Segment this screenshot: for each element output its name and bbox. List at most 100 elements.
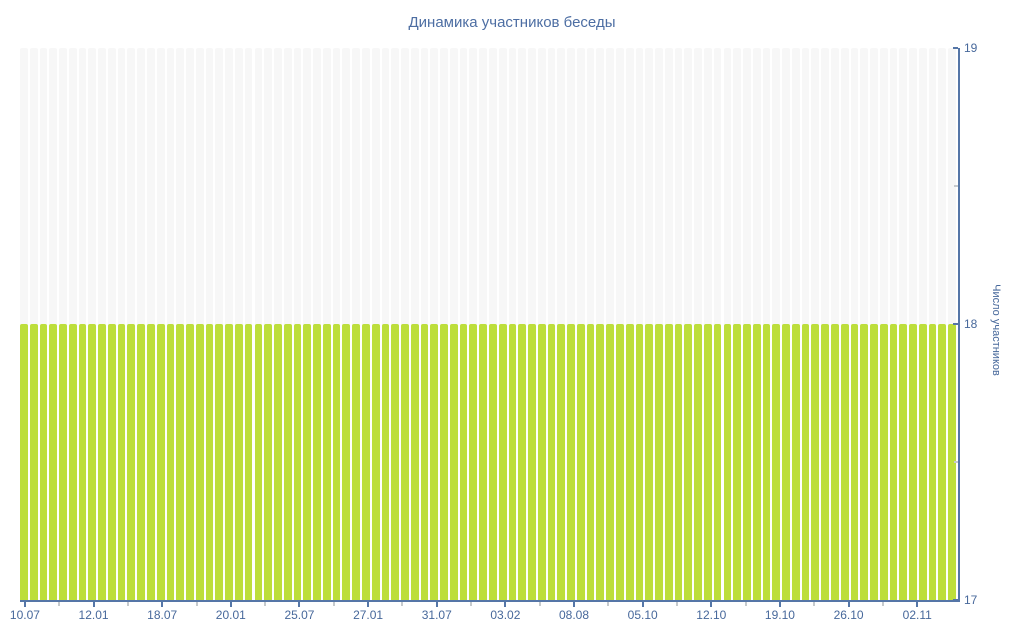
bar — [596, 324, 605, 600]
bar-slot — [342, 48, 351, 600]
bar — [948, 324, 956, 600]
y-axis-minor-tick — [954, 461, 958, 463]
bar-slot — [918, 48, 927, 600]
x-axis-minor-tick — [264, 602, 267, 606]
bar — [508, 324, 517, 600]
bar-slot — [68, 48, 77, 600]
bar — [918, 324, 927, 600]
bar — [303, 324, 312, 600]
x-axis-minor-tick — [332, 602, 335, 606]
bar-slot — [801, 48, 810, 600]
bar — [606, 324, 615, 600]
bar — [830, 324, 839, 600]
bar-slot — [821, 48, 829, 600]
bar — [870, 324, 878, 600]
bar — [576, 324, 585, 600]
bar — [88, 324, 97, 600]
bar-slot — [215, 48, 224, 600]
bar — [528, 324, 536, 600]
y-axis-tick-label: 17 — [964, 593, 978, 607]
bar-slot — [586, 48, 595, 600]
bar — [752, 324, 761, 600]
bar-slot — [293, 48, 302, 600]
x-axis-minor-tick — [401, 602, 404, 606]
x-axis-tick — [916, 602, 919, 607]
bar-slot — [655, 48, 663, 600]
bar — [166, 324, 175, 600]
bar-slot — [860, 48, 869, 600]
bar-slot — [225, 48, 233, 600]
bar-slot — [645, 48, 654, 600]
bar-slot — [528, 48, 536, 600]
bar-slot — [889, 48, 898, 600]
bar — [547, 324, 556, 600]
bar — [410, 324, 419, 600]
bar — [684, 324, 693, 600]
x-axis-minor-tick — [195, 602, 198, 606]
bar — [664, 324, 673, 600]
bar — [557, 324, 566, 600]
bar-slot — [498, 48, 507, 600]
bar — [186, 324, 194, 600]
bar-slot — [78, 48, 87, 600]
x-axis-tick-label: 03.02 — [490, 608, 521, 622]
x-axis-tick-label: 25.07 — [284, 608, 315, 622]
bar — [801, 324, 810, 600]
bar — [879, 324, 888, 600]
bar-slot — [616, 48, 624, 600]
bar-slot — [508, 48, 517, 600]
bar-slot — [830, 48, 839, 600]
bar — [107, 324, 116, 600]
bar — [215, 324, 224, 600]
x-axis-tick-label: 08.08 — [559, 608, 590, 622]
x-axis-tick-label: 18.07 — [147, 608, 178, 622]
bar-slot — [733, 48, 742, 600]
x-axis-tick — [847, 602, 850, 607]
bar-slot — [127, 48, 136, 600]
bar-slot — [303, 48, 312, 600]
bar — [127, 324, 136, 600]
bar-slot — [166, 48, 175, 600]
bar — [234, 324, 243, 600]
bar-slot — [117, 48, 126, 600]
bar — [625, 324, 634, 600]
x-axis-tick-label: 10.07 — [9, 608, 40, 622]
x-axis-minor-tick — [470, 602, 473, 606]
bar — [586, 324, 595, 600]
bar-slot — [430, 48, 439, 600]
x-axis-tick-label: 02.11 — [902, 608, 932, 622]
x-axis-tick — [92, 602, 95, 607]
bar-slot — [49, 48, 58, 600]
bar — [147, 324, 155, 600]
bar-slot — [29, 48, 38, 600]
bar — [713, 324, 722, 600]
bar-slot — [606, 48, 615, 600]
bar — [420, 324, 429, 600]
bar — [616, 324, 624, 600]
bar — [371, 324, 380, 600]
bar — [449, 324, 458, 600]
chart-title: Динамика участников беседы — [408, 14, 616, 31]
bar-slot — [743, 48, 751, 600]
bar-slot — [694, 48, 702, 600]
bar-slot — [811, 48, 820, 600]
x-axis-tick — [710, 602, 713, 607]
bar — [293, 324, 302, 600]
x-axis-minor-tick — [675, 602, 678, 606]
bar-slot — [234, 48, 243, 600]
x-axis-minor-tick — [881, 602, 884, 606]
bar — [860, 324, 869, 600]
bar — [381, 324, 390, 600]
bar — [176, 324, 185, 600]
bar-slot — [39, 48, 48, 600]
bar — [791, 324, 800, 600]
bar — [909, 324, 917, 600]
bar-slot — [283, 48, 292, 600]
bar — [811, 324, 820, 600]
bar-slot — [782, 48, 790, 600]
bar-slot — [313, 48, 321, 600]
x-axis-tick-label: 26.10 — [833, 608, 864, 622]
bar — [361, 324, 370, 600]
bar-slot — [147, 48, 155, 600]
